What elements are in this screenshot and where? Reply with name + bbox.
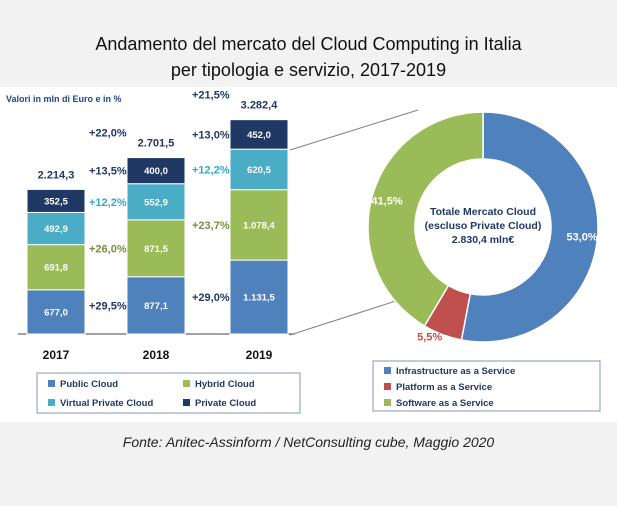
bar-value-label: 352,5 [44, 196, 68, 207]
bar-value-label: 552,9 [144, 197, 168, 208]
total-label: 2.214,3 [38, 169, 75, 181]
unit-note: Valori in mln di Euro e in % [6, 94, 122, 104]
chart-title-line1: Andamento del mercato del Cloud Computin… [95, 34, 522, 54]
bar-cat-2019-seg0 [229, 259, 289, 335]
growth-label: +29,0% [192, 292, 230, 304]
growth-label: +29,5% [89, 300, 127, 312]
bar-value-label: 871,5 [144, 244, 168, 255]
x-tick-label: 2018 [143, 348, 170, 362]
x-tick-label: 2017 [43, 348, 70, 362]
connector-line-top [289, 109, 419, 151]
donut-center-text: 2.830,4 mln€ [452, 234, 515, 246]
bar-cat-2018-seg2 [126, 183, 186, 221]
growth-label: +12,2% [192, 164, 230, 176]
bar-value-label: 620,5 [247, 165, 271, 176]
source-note: Fonte: Anitec-Assinform / NetConsulting … [122, 434, 495, 450]
x-tick-label: 2019 [246, 348, 273, 362]
legend-label: Virtual Private Cloud [60, 398, 153, 409]
legend-label: Platform as a Service [396, 382, 492, 393]
chart-title-line2: per tipologia e servizio, 2017-2019 [170, 60, 447, 80]
legend-label: Private Cloud [195, 398, 256, 409]
bar-cat-2019-seg2 [229, 148, 289, 191]
bar-cat-2017-seg1 [26, 244, 86, 291]
donut-slice [367, 111, 484, 328]
legend-swatch [384, 383, 391, 390]
bar-legend: Public Cloud Hybrid Cloud Virtual Private … [48, 379, 256, 409]
bar-value-label: 452,0 [247, 130, 271, 141]
donut-slice [460, 111, 599, 343]
legend-label: Hybrid Cloud [195, 379, 255, 390]
bar-cat-2017-seg3 [26, 188, 86, 213]
slice-label: 5,5% [417, 331, 442, 343]
bar-cat-2018-seg3 [126, 157, 186, 185]
bar-value-label: 1.131,5 [243, 293, 275, 304]
donut-center-text: (escluso Private Cloud) [425, 220, 542, 232]
slice-label: 41,5% [371, 196, 402, 208]
bar-cat-2019-seg3 [229, 119, 289, 150]
bar-value-label: 400,0 [144, 166, 168, 177]
bar-chart: 677,0 691,8 492,9 352,5 2.214,3 2017 877,1 +29,… [18, 90, 295, 362]
legend-label: Public Cloud [60, 379, 118, 390]
total-label: 3.282,4 [241, 100, 279, 112]
legend-label: Infrastructure as a Service [396, 366, 515, 377]
legend-swatch [183, 380, 190, 387]
bar-cat-2018-seg0 [126, 276, 186, 335]
bar-cat-2019-seg1 [229, 189, 289, 261]
legend-label: Software as a Service [396, 398, 494, 409]
donut-chart: 53,0% 5,5% 41,5% Totale Mercato Cloud (esclu… [367, 111, 599, 343]
bar-cat-2018-seg1 [126, 219, 186, 278]
bar-value-label: 677,0 [44, 307, 68, 318]
legend-swatch [48, 380, 55, 387]
legend-swatch [384, 399, 391, 406]
donut-legend: Infrastructure as a Service Platform as a… [384, 366, 515, 409]
total-growth-label: +22,0% [89, 128, 127, 140]
donut-legend-box [372, 360, 601, 412]
bar-value-label: 877,1 [144, 301, 168, 312]
slice-label: 53,0% [566, 231, 597, 243]
growth-label: +13,0% [192, 129, 230, 141]
growth-label: +12,2% [89, 197, 127, 209]
donut-center-text: Totale Mercato Cloud [430, 206, 536, 218]
bar-value-label: 1.078,4 [243, 220, 275, 231]
total-label: 2.701,5 [138, 138, 175, 150]
legend-swatch [48, 399, 55, 406]
growth-label: +23,7% [192, 220, 230, 232]
legend-swatch [384, 367, 391, 374]
bar-cat-2017-seg2 [26, 211, 86, 246]
total-growth-label: +21,5% [192, 90, 230, 102]
growth-label: +13,5% [89, 166, 127, 178]
legend-swatch [183, 399, 190, 406]
growth-label: +26,0% [89, 243, 127, 255]
bar-legend-box [36, 372, 301, 414]
bar-value-label: 691,8 [44, 263, 68, 274]
bar-value-label: 492,9 [44, 224, 68, 235]
